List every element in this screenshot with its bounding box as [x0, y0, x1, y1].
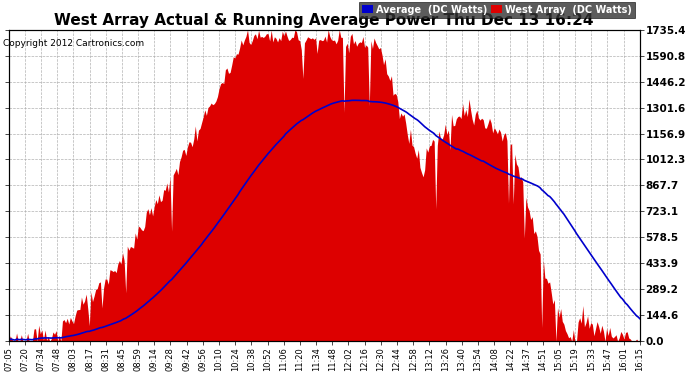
Legend: Average  (DC Watts), West Array  (DC Watts): Average (DC Watts), West Array (DC Watts…: [359, 2, 635, 18]
Title: West Array Actual & Running Average Power Thu Dec 13 16:24: West Array Actual & Running Average Powe…: [55, 13, 594, 28]
Text: Copyright 2012 Cartronics.com: Copyright 2012 Cartronics.com: [3, 39, 145, 48]
